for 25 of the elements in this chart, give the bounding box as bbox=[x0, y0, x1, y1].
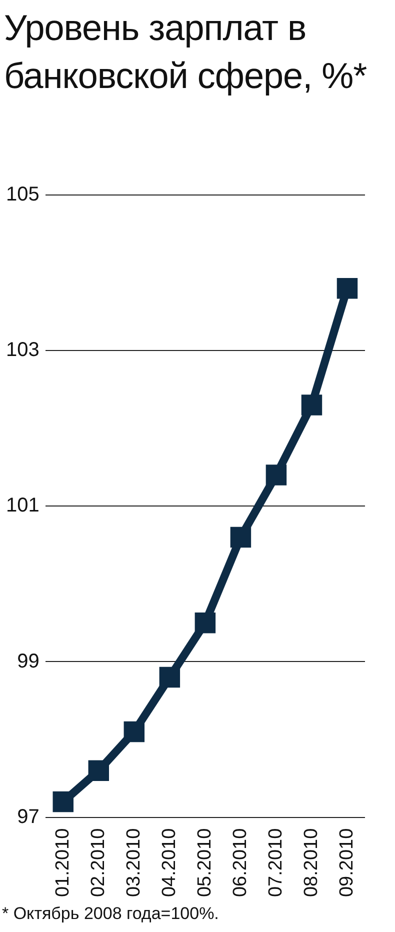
point bbox=[194, 612, 216, 634]
point bbox=[52, 791, 74, 812]
point bbox=[336, 278, 358, 299]
point bbox=[266, 464, 287, 486]
point bbox=[124, 721, 145, 742]
point bbox=[159, 666, 180, 688]
chart-title: Уровень зарплат в банковской сфере, %* bbox=[4, 6, 368, 98]
x-tick-label: 09.2010 bbox=[336, 828, 358, 898]
y-tick-label: 99 bbox=[17, 650, 40, 672]
x-tick-label: 04.2010 bbox=[158, 828, 180, 898]
y-tick-label: 101 bbox=[6, 494, 40, 517]
y-tick-label: 103 bbox=[6, 339, 40, 362]
y-tick-label: 105 bbox=[6, 184, 40, 206]
x-tick-label: 05.2010 bbox=[194, 828, 216, 898]
point bbox=[301, 394, 322, 416]
x-tick-label: 08.2010 bbox=[300, 828, 322, 898]
x-tick-label: 06.2010 bbox=[230, 828, 251, 898]
x-tick-label: 01.2010 bbox=[52, 828, 74, 898]
y-tick-label: 97 bbox=[17, 806, 40, 828]
point bbox=[88, 760, 110, 782]
x-tick-label: 02.2010 bbox=[88, 828, 109, 898]
x-tick-label: 03.2010 bbox=[123, 828, 144, 898]
point bbox=[230, 526, 252, 548]
x-tick-label: 07.2010 bbox=[265, 828, 286, 898]
text: * Октябрь 2008 года=100%. bbox=[2, 904, 219, 924]
